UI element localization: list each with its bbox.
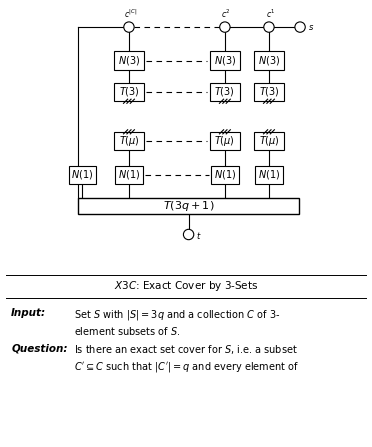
FancyBboxPatch shape <box>210 83 240 101</box>
Text: $N(1)$: $N(1)$ <box>71 169 93 181</box>
Text: element subsets of $S$.: element subsets of $S$. <box>74 325 181 337</box>
Circle shape <box>295 22 305 32</box>
FancyBboxPatch shape <box>78 198 299 215</box>
Text: $N(1)$: $N(1)$ <box>118 169 140 181</box>
Text: Question:: Question: <box>11 343 68 353</box>
Text: Is there an exact set cover for $S$, i.e. a subset: Is there an exact set cover for $S$, i.e… <box>74 343 298 356</box>
Text: Set $S$ with $|S| = 3q$ and a collection $C$ of 3-: Set $S$ with $|S| = 3q$ and a collection… <box>74 308 281 321</box>
Text: $T(3q+1)$: $T(3q+1)$ <box>163 199 214 213</box>
Circle shape <box>220 22 230 32</box>
FancyBboxPatch shape <box>114 132 144 151</box>
Text: $t$: $t$ <box>196 230 202 241</box>
Text: $T(\mu)$: $T(\mu)$ <box>214 134 235 148</box>
FancyBboxPatch shape <box>254 132 284 151</box>
Text: $c^{|C|}$: $c^{|C|}$ <box>124 8 137 20</box>
FancyBboxPatch shape <box>114 51 144 70</box>
FancyBboxPatch shape <box>255 165 283 184</box>
FancyBboxPatch shape <box>210 132 240 151</box>
FancyBboxPatch shape <box>114 83 144 101</box>
FancyBboxPatch shape <box>254 83 284 101</box>
Text: $T(\mu)$: $T(\mu)$ <box>119 134 140 148</box>
Text: $N(3)$: $N(3)$ <box>118 54 140 67</box>
Text: $C' \subseteq C$ such that $|C'| = q$ and every element of: $C' \subseteq C$ such that $|C'| = q$ an… <box>74 360 299 374</box>
Text: $\mathit{X3C}$: Exact Cover by 3-Sets: $\mathit{X3C}$: Exact Cover by 3-Sets <box>114 279 258 293</box>
Text: $N(1)$: $N(1)$ <box>258 169 280 181</box>
FancyBboxPatch shape <box>115 165 142 184</box>
Text: $T(\mu)$: $T(\mu)$ <box>259 134 279 148</box>
FancyBboxPatch shape <box>69 165 96 184</box>
FancyBboxPatch shape <box>254 51 284 70</box>
Text: $c^{1}$: $c^{1}$ <box>266 8 275 20</box>
Text: $N(1)$: $N(1)$ <box>214 169 236 181</box>
Text: $T(3)$: $T(3)$ <box>259 85 279 98</box>
FancyBboxPatch shape <box>211 165 238 184</box>
Text: $c^{2}$: $c^{2}$ <box>221 8 231 20</box>
Circle shape <box>124 22 134 32</box>
Text: $s$: $s$ <box>308 23 314 32</box>
Text: $T(3)$: $T(3)$ <box>214 85 235 98</box>
Text: $N(3)$: $N(3)$ <box>258 54 280 67</box>
Text: Input:: Input: <box>11 308 46 317</box>
Text: $N(3)$: $N(3)$ <box>214 54 236 67</box>
Circle shape <box>264 22 274 32</box>
FancyBboxPatch shape <box>210 51 240 70</box>
Text: $T(3)$: $T(3)$ <box>119 85 140 98</box>
Circle shape <box>183 229 194 240</box>
